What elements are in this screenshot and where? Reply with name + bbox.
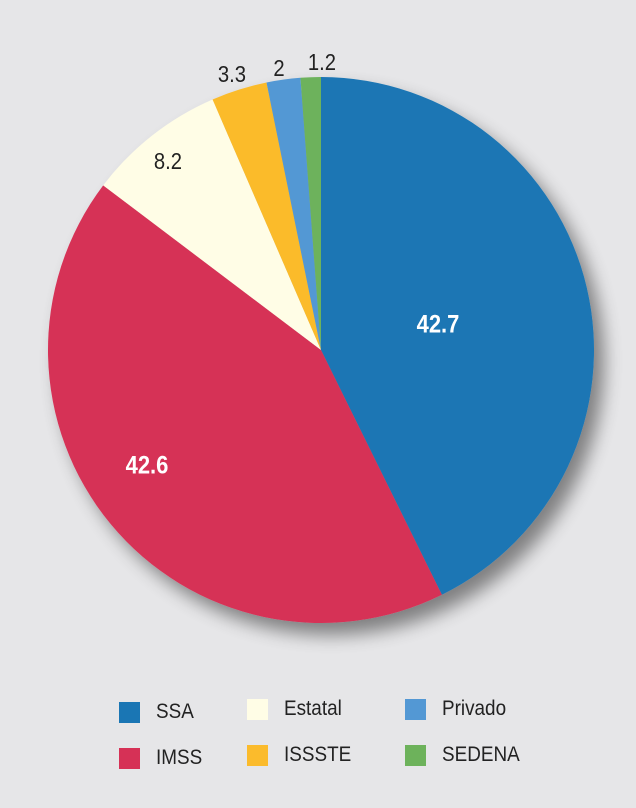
legend-item-privado: Privado (405, 697, 513, 721)
slice-value-estatal: 8.2 (154, 148, 182, 175)
legend-swatch-imss (119, 747, 140, 769)
pie-slice-ssa (321, 77, 594, 595)
slice-labels: 42.7 42.6 8.2 3.3 2 1.2 (126, 49, 460, 479)
slice-value-ssa: 42.7 (417, 310, 460, 338)
legend-item-estatal: Estatal (247, 697, 348, 721)
slice-value-imss: 42.6 (126, 451, 169, 479)
legend-swatch-ssa (119, 701, 140, 723)
legend-label: IMSS (156, 746, 203, 769)
pie-slice-privado (266, 77, 321, 350)
legend-swatch-issste (247, 744, 268, 766)
legend-label: Privado (442, 697, 507, 720)
legend-swatch-estatal (247, 698, 268, 720)
legend-item-issste: ISSSTE (247, 743, 359, 767)
pie-slice-sedena (300, 77, 321, 350)
legend-swatch-sedena (405, 744, 426, 766)
legend-label: SEDENA (442, 743, 520, 766)
legend-item-sedena: SEDENA (405, 743, 528, 767)
legend-label: Estatal (284, 697, 342, 720)
legend-label: ISSSTE (284, 743, 352, 766)
slice-value-privado: 2 (273, 55, 284, 82)
pie-slices (47, 77, 594, 623)
slice-value-sedena: 1.2 (308, 49, 336, 76)
slice-value-issste: 3.3 (218, 61, 246, 88)
pie-slice-issste (212, 82, 321, 350)
legend-item-imss: IMSS (119, 746, 207, 770)
pie-slice-estatal (103, 99, 321, 350)
legend-item-ssa: SSA (119, 700, 198, 724)
legend-label: SSA (156, 700, 194, 723)
legend-swatch-privado (405, 698, 426, 720)
pie-slice-imss (47, 185, 442, 623)
